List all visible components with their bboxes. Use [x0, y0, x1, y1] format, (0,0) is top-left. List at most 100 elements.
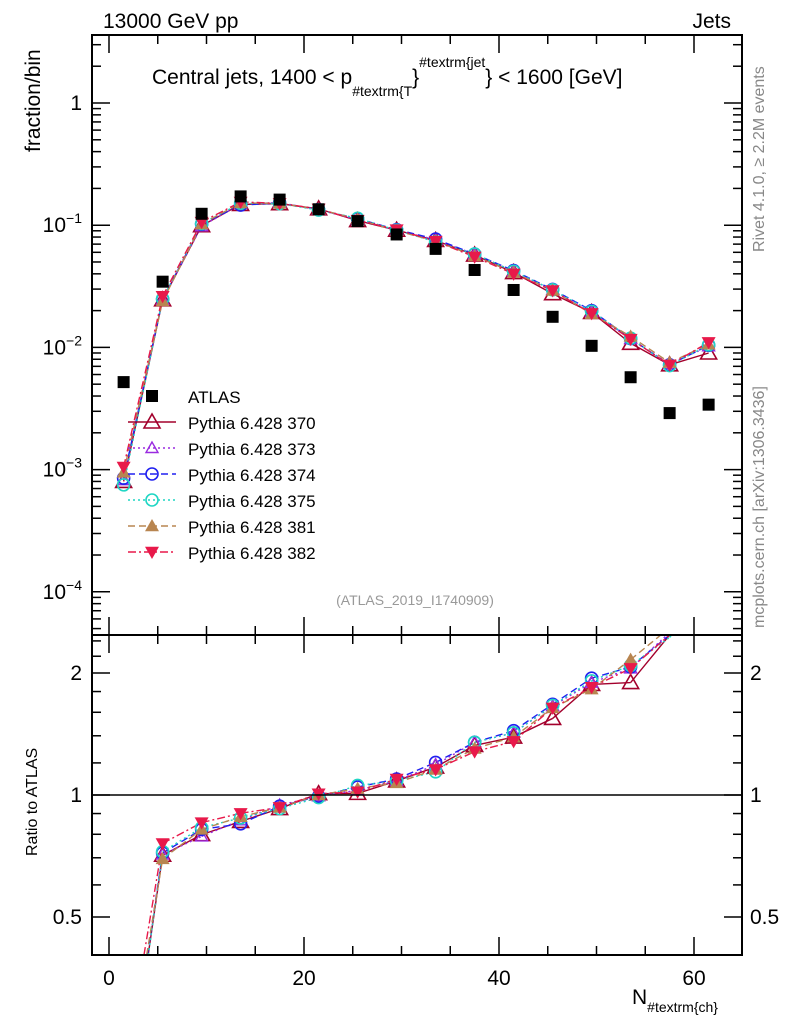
series-line-5: [122, 201, 709, 468]
series-5-point: [428, 235, 443, 249]
ratio-5-point: [389, 773, 404, 786]
ratio-line-4: [145, 635, 662, 955]
legend-label: Pythia 6.428 370: [188, 414, 316, 433]
series-5-point: [116, 461, 131, 475]
atlas-data-point: [546, 310, 559, 323]
atlas-data-point: [585, 339, 598, 352]
series-line-2: [122, 202, 709, 479]
atlas-data-point: [468, 263, 481, 276]
legend-label-atlas: ATLAS: [188, 388, 241, 407]
legend-marker: [144, 440, 160, 454]
series-5-point: [623, 333, 638, 347]
atlas-data-point: [312, 203, 325, 216]
ratio-0-point: [543, 708, 563, 726]
y-tick-base: 1: [70, 92, 82, 115]
ratio-5-point: [545, 702, 560, 715]
series-5-point: [584, 308, 599, 321]
series-line-1: [122, 201, 709, 481]
mcplots-label: mcplots.cern.ch [arXiv:1306.3436]: [751, 386, 768, 628]
ratio-y-axis-label: Ratio to ATLAS: [24, 748, 41, 856]
atlas-data-point: [429, 242, 442, 255]
series-5-point: [662, 359, 677, 372]
atlas-data-point: [507, 283, 520, 296]
title-sub: #textrm{T: [352, 83, 412, 99]
ratio-4-point: [623, 652, 638, 665]
ratio-y-tick-label: 1: [70, 784, 82, 807]
atlas-data-point: [390, 228, 403, 241]
ratio-5-point: [584, 681, 599, 695]
atlas-data-point: [351, 215, 364, 228]
series-5-point: [701, 337, 716, 350]
legend: ATLAS Pythia 6.428 370 Pythia 6.428 373 Pyt…: [128, 388, 316, 563]
header-energy: 13000 GeV pp: [103, 10, 238, 33]
ratio-4-point: [155, 851, 170, 865]
title-sup: #textrm{jet: [419, 54, 485, 70]
series-5-point: [467, 251, 482, 264]
y-tick-base: 10: [43, 214, 66, 237]
y-tick-label: 10−2: [43, 332, 83, 359]
rivet-label: Rivet 4.1.0, ≥ 2.2M events: [751, 66, 768, 252]
x-axis-label: N#textrm{ch}: [632, 986, 718, 1015]
series-3-point: [116, 478, 131, 492]
atlas-data-point: [156, 275, 169, 288]
legend-marker: [145, 493, 159, 507]
y-tick-exponent: −2: [66, 332, 82, 348]
y-tick-base: 10: [43, 581, 66, 604]
y-axis-label: fraction/bin: [22, 49, 45, 152]
ratio-5-point: [233, 808, 248, 821]
y-tick-exponent: −1: [66, 210, 82, 226]
x-tick-label: 20: [292, 967, 315, 990]
ratio-0-point: [621, 672, 641, 690]
legend-label: Pythia 6.428 374: [188, 466, 316, 485]
x-tick-label: 0: [103, 967, 115, 990]
title-mid: }: [412, 66, 419, 89]
series-5-point: [506, 268, 521, 281]
ratio-y-tick-label-right: 1: [750, 784, 762, 807]
legend-label: Pythia 6.428 382: [188, 544, 316, 563]
ratio-5-point: [272, 802, 287, 815]
series-0-point: [699, 343, 719, 360]
ratio-5-point: [194, 817, 209, 830]
x-label-sub: #textrm{ch}: [647, 999, 718, 1015]
title-end: } < 1600 [GeV]: [485, 66, 622, 89]
x-tick-label: 60: [682, 967, 705, 990]
atlas-data-point: [702, 398, 715, 411]
ratio-line-3: [147, 635, 673, 955]
y-tick-exponent: −4: [66, 577, 82, 593]
ratio-5-point: [467, 746, 482, 759]
legend-marker: [145, 546, 159, 559]
title-main: Central jets, 1400 < p: [152, 66, 352, 89]
atlas-data-point: [117, 376, 130, 389]
ratio-5-point: [155, 838, 170, 851]
ratio-frame: [91, 634, 743, 956]
ratio-y-tick-label: 0.5: [53, 906, 82, 929]
legend-label: Pythia 6.428 381: [188, 518, 316, 537]
ratio-y-tick-label-right: 2: [750, 662, 762, 685]
ratio-1-point: [194, 829, 209, 842]
y-tick-label: 10−4: [43, 577, 83, 604]
y-tick-label: 10−3: [43, 455, 83, 482]
atlas-data-point: [273, 193, 286, 206]
plot-title: Central jets, 1400 < p#textrm{T}#textrm{…: [152, 54, 622, 99]
atlas-data-point: [624, 371, 637, 384]
legend-label: Pythia 6.428 375: [188, 492, 316, 511]
atlas-data-point: [234, 190, 247, 203]
ratio-line-2: [146, 635, 671, 955]
ratio-line-5: [143, 635, 671, 955]
legend-marker: [145, 467, 159, 481]
x-tick-label: 40: [487, 967, 510, 990]
header-category: Jets: [692, 10, 731, 33]
series-5-point: [545, 285, 560, 298]
ratio-y-tick-label: 2: [70, 662, 82, 685]
legend-marker-atlas: [146, 390, 158, 402]
y-tick-base: 10: [43, 336, 66, 359]
legend-marker: [142, 412, 162, 429]
series-5-point: [194, 216, 209, 230]
atlas-data-point: [195, 207, 208, 220]
series-5-point: [155, 291, 170, 304]
y-tick-base: 10: [43, 459, 66, 482]
y-tick-label: 10−1: [43, 210, 83, 237]
y-tick-exponent: −3: [66, 455, 82, 471]
atlas-data-point: [663, 407, 676, 420]
